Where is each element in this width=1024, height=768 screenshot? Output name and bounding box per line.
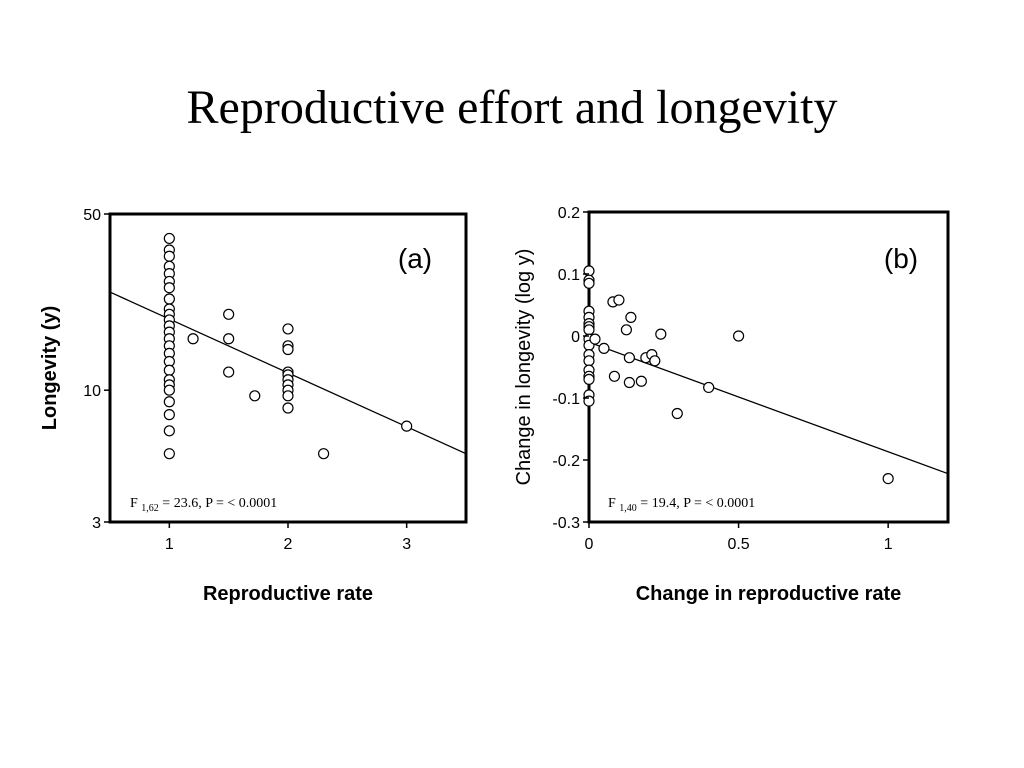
y-tick-label: -0.3 [552, 515, 580, 532]
data-point [625, 311, 637, 323]
slide-title: Reproductive effort and longevity [186, 81, 838, 134]
x-tick-label: 1 [884, 536, 893, 553]
stat-annotation: F 1,62 = 23.6, P = < 0.0001 [130, 496, 277, 514]
data-point [318, 448, 330, 460]
x-tick-label: 0 [585, 536, 594, 553]
data-point [598, 342, 610, 354]
data-point [732, 330, 745, 342]
x-tick-label: 1 [165, 536, 174, 553]
y-tick-label: 10 [83, 383, 101, 400]
panel-label: (b) [884, 243, 918, 274]
data-point [583, 355, 595, 367]
y-tick-label: 0 [571, 329, 580, 346]
data-point [589, 333, 601, 345]
data-point [623, 376, 635, 389]
data-point [282, 323, 294, 335]
panel-label: (a) [398, 243, 432, 274]
data-point [223, 333, 235, 345]
data-point [163, 425, 175, 437]
y-tick-label: 0.1 [558, 267, 580, 284]
data-point [649, 355, 661, 367]
data-point [623, 352, 635, 364]
stat-annotation: F 1,40 = 19.4, P = < 0.0001 [608, 496, 755, 514]
data-point [655, 328, 667, 340]
chart-panel-b: 0 0.5 1 0.2 0.1 0 -0.1 -0.2 -0.3 Change in reprod… [513, 205, 950, 605]
data-point [620, 324, 632, 336]
data-point [163, 384, 175, 396]
x-tick-label: 2 [284, 536, 293, 553]
data-point [187, 333, 199, 345]
data-point [703, 381, 715, 394]
chart-panel-a: 1 2 3 50 10 3 Reproductive rate Longevity (y) (a… [39, 207, 468, 605]
data-point [163, 364, 175, 376]
y-axis-title: Change in longevity (log y) [513, 249, 535, 486]
data-point [583, 324, 595, 336]
x-tick-label: 3 [402, 536, 411, 553]
data-point [223, 366, 235, 378]
data-point [583, 373, 595, 385]
data-point [249, 390, 261, 402]
data-point [882, 473, 894, 485]
data-point [163, 293, 175, 305]
x-tick-label: 0.5 [727, 536, 749, 553]
data-point [608, 370, 621, 382]
data-point [223, 308, 235, 320]
data-point [401, 420, 413, 432]
x-axis-title: Change in reproductive rate [636, 583, 902, 605]
regression-line [589, 341, 948, 475]
y-tick-label: -0.2 [552, 453, 580, 470]
data-point [163, 448, 175, 460]
y-tick-label: -0.1 [552, 391, 580, 408]
data-point [282, 343, 294, 356]
y-tick-label: 3 [92, 515, 101, 532]
y-axis-title: Longevity (y) [39, 306, 61, 430]
data-point [163, 250, 175, 262]
data-point [671, 407, 683, 420]
data-point [613, 294, 625, 306]
data-point [583, 277, 595, 289]
y-tick-label: 0.2 [558, 205, 580, 222]
data-point [163, 232, 175, 245]
data-point [163, 282, 175, 294]
data-point [163, 409, 175, 421]
data-point [163, 396, 175, 408]
data-point [282, 402, 294, 414]
data-point [282, 390, 294, 402]
x-axis-title: Reproductive rate [203, 583, 373, 605]
data-point [635, 375, 647, 387]
y-tick-label: 50 [83, 207, 101, 224]
